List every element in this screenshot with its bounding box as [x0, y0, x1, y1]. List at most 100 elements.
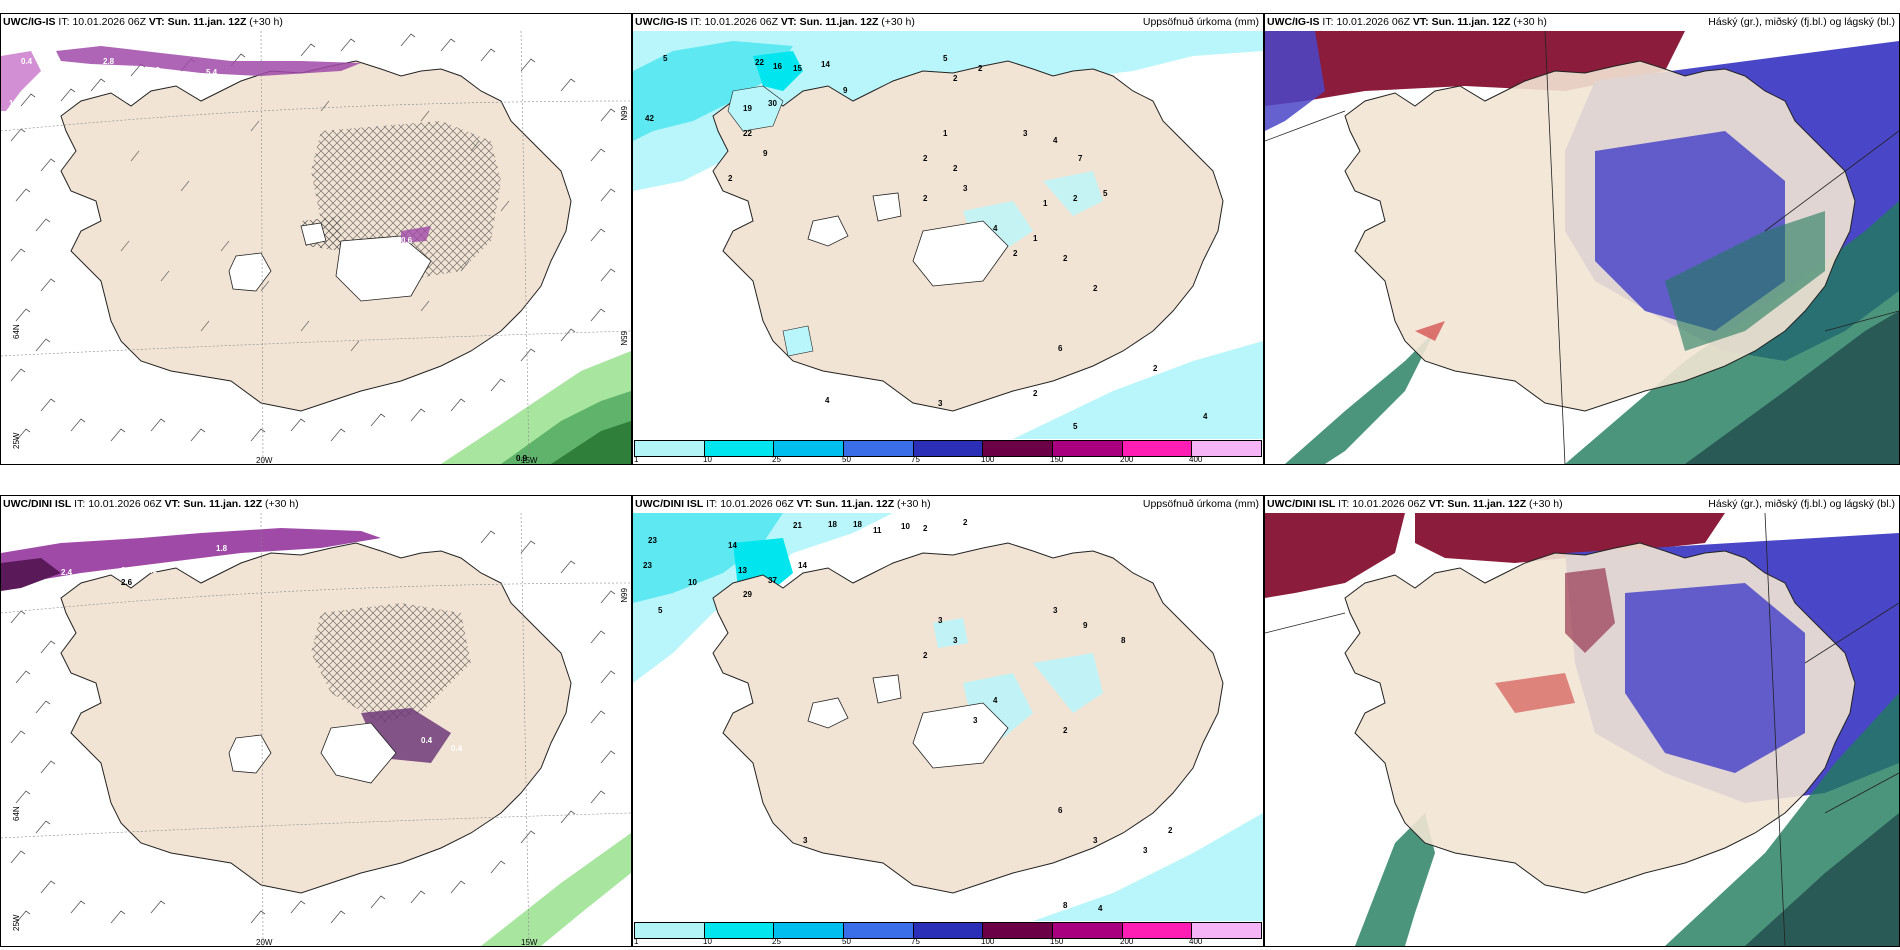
colorbar-label: 200: [1120, 937, 1134, 946]
value-label: 23: [643, 561, 652, 570]
lon-label: 15W: [521, 938, 538, 946]
value-label: 3: [963, 184, 968, 193]
valid-time: Sun. 11.jan. 12Z: [815, 498, 895, 510]
lat-label: 64N: [12, 324, 21, 339]
value-label: 2: [953, 74, 958, 83]
value-label: 0.4: [21, 57, 33, 66]
value-label: 10: [688, 578, 697, 587]
value-label: 3: [953, 636, 958, 645]
colorbar-label: 400: [1189, 937, 1203, 946]
model-name: UWC/IG-IS: [1267, 16, 1320, 28]
colorbar-label: 50: [842, 455, 851, 464]
lead-time: (+30 h): [265, 498, 299, 510]
model-name: UWC/DINI ISL: [635, 498, 704, 510]
value-label: 5: [1073, 422, 1078, 431]
value-label: 42: [645, 114, 654, 123]
colorbar-swatch: [913, 441, 984, 456]
lon-label: 15W: [521, 456, 538, 464]
value-label: 3: [938, 616, 943, 625]
value-label: 3: [803, 836, 808, 845]
value-label: 7: [1078, 154, 1083, 163]
value-label: 30: [768, 99, 777, 108]
it-label: IT:: [1338, 498, 1350, 510]
colorbar-label: 400: [1189, 455, 1203, 464]
it-label: IT:: [58, 16, 70, 28]
lead-time: (+30 h): [1513, 16, 1547, 28]
colorbar-swatch: [1122, 923, 1193, 938]
precip-panel-dini: UWC/DINI ISL IT: 10.01.2026 06Z VT: Sun.…: [632, 495, 1264, 947]
cloud-panel-dini: UWC/DINI ISL IT: 10.01.2026 06Z VT: Sun.…: [1264, 495, 1900, 947]
lat-label: 64N: [12, 806, 21, 821]
colorbar-label: 100: [981, 455, 995, 464]
value-label: 4: [993, 696, 998, 705]
colorbar-label: 25: [772, 937, 781, 946]
init-time: 10.01.2026 06Z: [88, 498, 162, 510]
value-label: 3: [1143, 846, 1148, 855]
colorbar-label: 75: [911, 937, 920, 946]
value-label: 9: [1083, 621, 1088, 630]
value-label: 18: [853, 520, 862, 529]
colorbar-label: 200: [1120, 455, 1134, 464]
precip-colorbar: 1 10 25 50 75 100 150 200 400: [633, 439, 1263, 464]
value-label: 2: [953, 164, 958, 173]
vt-label: VT:: [148, 16, 165, 28]
value-label: 5: [943, 54, 948, 63]
value-label: 4: [1053, 136, 1058, 145]
lon-label: 20W: [256, 456, 273, 464]
init-time: 10.01.2026 06Z: [720, 498, 794, 510]
value-label: 2: [1153, 364, 1158, 373]
value-label: 37: [768, 576, 777, 585]
value-label: 13: [738, 566, 747, 575]
precip-map: 23 23 10 5 21 18 18 14 11 10 14 13 29 37…: [633, 513, 1263, 921]
value-label: 2: [728, 174, 733, 183]
value-label: 2: [1063, 726, 1068, 735]
value-label: 2: [923, 524, 928, 533]
value-label: 16: [773, 62, 782, 71]
value-label: 4: [1203, 412, 1208, 421]
value-label: 9: [763, 149, 768, 158]
value-label: 2: [1073, 194, 1078, 203]
value-label: 10: [901, 522, 910, 531]
precip-values: 5 42 22 16 15 14 9 5 2 2 19 30 22 9 2 1 …: [645, 54, 1208, 431]
value-label: 0.6: [401, 236, 413, 245]
value-label: 0.4: [451, 744, 463, 753]
value-label: 2.8: [103, 57, 115, 66]
value-label: 6.0: [149, 66, 161, 75]
value-label: 8: [1121, 636, 1126, 645]
lead-time: (+30 h): [249, 16, 283, 28]
valid-time: Sun. 11.jan. 12Z: [1431, 16, 1511, 28]
value-label: 22: [743, 129, 752, 138]
colorbar-label: 1: [634, 455, 639, 464]
colorbar-swatch: [774, 923, 845, 938]
precip-map: 5 42 22 16 15 14 9 5 2 2 19 30 22 9 2 1 …: [633, 31, 1263, 439]
value-label: 2: [963, 518, 968, 527]
init-time: 10.01.2026 06Z: [1336, 16, 1410, 28]
colorbar-swatch: [704, 441, 775, 456]
model-name: UWC/IG-IS: [635, 16, 688, 28]
value-label: 2: [1168, 826, 1173, 835]
vt-label: VT:: [780, 16, 797, 28]
value-label: 5: [663, 54, 668, 63]
wind-precip-panel-ig-is: UWC/IG-IS IT: 10.01.2026 06Z VT: Sun. 11…: [0, 13, 632, 465]
wind-precip-panel-dini: UWC/DINI ISL IT: 10.01.2026 06Z VT: Sun.…: [0, 495, 632, 947]
lead-time: (+30 h): [881, 16, 915, 28]
init-time: 10.01.2026 06Z: [1352, 498, 1426, 510]
value-label: 2.5: [121, 566, 133, 575]
precip-colorbar: 1 10 25 50 75 100 150 200 400: [633, 921, 1263, 946]
precip-panel-ig-is: UWC/IG-IS IT: 10.01.2026 06Z VT: Sun. 11…: [632, 13, 1264, 465]
value-label: 5: [658, 606, 663, 615]
panel-header: UWC/DINI ISL IT: 10.01.2026 06Z VT: Sun.…: [1, 496, 631, 513]
field-title: Uppsöfnuð úrkoma (mm): [1142, 498, 1259, 510]
it-label: IT:: [74, 498, 86, 510]
value-label: 2.6: [121, 578, 133, 587]
value-label: 6: [1058, 806, 1063, 815]
colorbar-swatch: [1053, 923, 1123, 938]
colorbar-label: 75: [911, 455, 920, 464]
vt-label: VT:: [1412, 16, 1429, 28]
field-title: Háský (gr.), miðský (fj.bl.) og lágský (…: [1708, 498, 1895, 510]
value-label: 3: [1023, 129, 1028, 138]
vt-label: VT:: [164, 498, 181, 510]
value-label: 1: [943, 129, 948, 138]
colorbar-swatch: [844, 923, 914, 938]
lon-label: 20W: [256, 938, 273, 946]
